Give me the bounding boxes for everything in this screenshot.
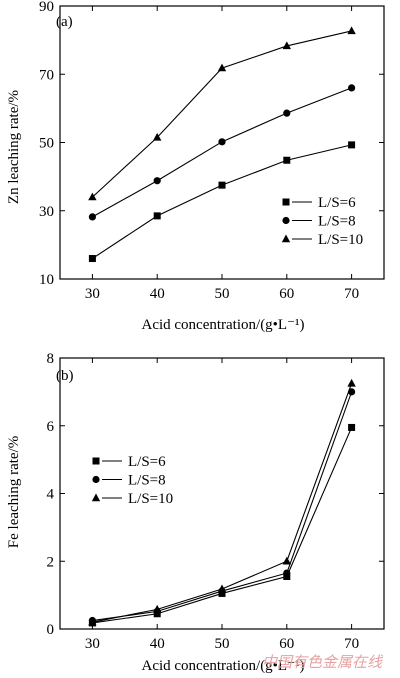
y-tick-label: 8 — [47, 351, 55, 367]
data-point — [282, 556, 291, 565]
x-tick-label: 40 — [150, 636, 165, 652]
y-tick-label: 0 — [47, 622, 55, 638]
legend-label: L/S=8 — [128, 473, 166, 489]
data-point — [348, 388, 356, 396]
legend-marker — [282, 198, 290, 206]
legend-marker — [91, 493, 101, 502]
data-point — [218, 181, 226, 189]
y-tick-label: 70 — [39, 67, 54, 83]
data-point — [347, 26, 356, 35]
data-point — [88, 617, 97, 626]
legend-label: L/S=10 — [128, 491, 173, 507]
x-tick-label: 30 — [85, 286, 100, 302]
data-point — [217, 584, 227, 593]
y-axis-title-b: Fe leaching rate/% — [6, 436, 22, 548]
data-point — [88, 255, 96, 263]
x-tick-label: 30 — [85, 636, 100, 652]
x-tick-label: 50 — [215, 636, 230, 652]
chart-panel-a: (a) Zn leaching rate/% Acid concentratio… — [6, 0, 385, 333]
data-point — [153, 177, 161, 185]
y-tick-label: 30 — [39, 204, 54, 220]
y-tick-label: 90 — [39, 0, 54, 15]
data-point — [348, 84, 356, 92]
y-axis-title-a: Zn leaching rate/% — [6, 90, 22, 204]
panel-label-b: (b) — [56, 368, 74, 384]
data-point — [218, 138, 226, 146]
legend-label: L/S=10 — [318, 232, 363, 248]
y-tick-label: 10 — [39, 272, 54, 288]
x-tick-label: 40 — [150, 286, 165, 302]
legend-label: L/S=6 — [318, 195, 356, 211]
panel-label-a: (a) — [56, 14, 73, 30]
data-point — [348, 423, 356, 431]
series-line-ls10 — [92, 30, 352, 198]
x-axis-title-b: Acid concentration/(g•L⁻¹) — [141, 658, 304, 674]
y-tick-label: 50 — [39, 136, 54, 152]
data-point — [153, 604, 162, 613]
x-tick-label: 70 — [344, 636, 359, 652]
legend-marker — [92, 457, 100, 465]
legend-label: L/S=6 — [128, 454, 166, 470]
data-point — [348, 141, 356, 149]
data-point — [283, 569, 291, 577]
data-point — [88, 192, 97, 201]
legend-label: L/S=8 — [318, 214, 356, 230]
y-tick-label: 2 — [47, 554, 55, 570]
legend-marker — [281, 234, 291, 243]
series-line-ls8 — [92, 87, 352, 218]
watermark-text: 中国有色金属在线 — [262, 653, 384, 671]
data-point — [153, 212, 161, 220]
y-tick-label: 6 — [47, 419, 55, 435]
data-point — [88, 213, 96, 221]
x-tick-label: 60 — [279, 636, 294, 652]
x-tick-label: 50 — [215, 286, 230, 302]
data-point — [217, 63, 227, 72]
legend-marker — [282, 216, 290, 225]
data-point — [282, 41, 291, 50]
x-tick-label: 60 — [279, 286, 294, 302]
y-tick-label: 4 — [47, 487, 55, 503]
data-point — [283, 156, 291, 164]
chart-panel-b: (b) Fe leaching rate/% Acid concentratio… — [6, 351, 385, 674]
x-axis-title-a: Acid concentration/(g•L⁻¹) — [141, 317, 304, 333]
data-point — [347, 378, 356, 387]
data-point — [283, 109, 291, 117]
legend-marker — [92, 475, 100, 484]
x-tick-label: 70 — [344, 286, 359, 302]
data-point — [153, 132, 162, 141]
